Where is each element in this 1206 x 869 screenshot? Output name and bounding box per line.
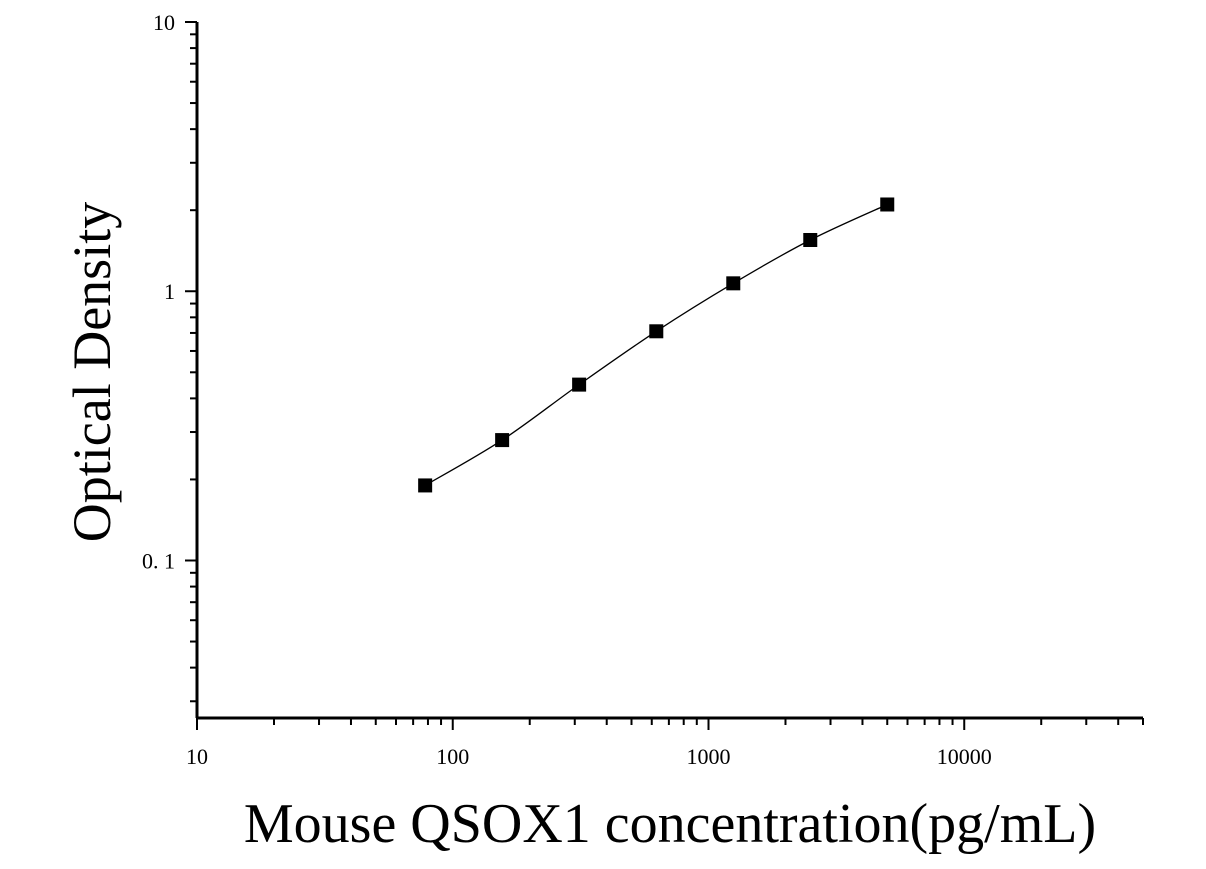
fit-curve xyxy=(424,203,888,486)
data-point xyxy=(726,276,741,291)
x-axis-title: Mouse QSOX1 concentration(pg/mL) xyxy=(244,793,1096,855)
data-point xyxy=(572,377,587,392)
y-tick-label: 10 xyxy=(153,10,175,35)
data-point xyxy=(649,324,664,339)
data-point xyxy=(880,197,895,212)
data-point xyxy=(418,478,433,493)
x-tick-label: 10 xyxy=(186,744,208,769)
y-axis-title: Optical Density xyxy=(62,202,122,542)
axes: 10 100 1000 10000 0. 1 1 10 xyxy=(142,10,1144,769)
data-point xyxy=(495,433,510,448)
x-tick-label: 100 xyxy=(436,744,469,769)
y-tick-label: 1 xyxy=(164,279,175,304)
plot-area xyxy=(418,197,895,493)
y-tick-label: 0. 1 xyxy=(142,548,175,573)
data-point xyxy=(803,232,818,247)
x-tick-label: 1000 xyxy=(686,744,730,769)
x-tick-label: 10000 xyxy=(937,744,992,769)
